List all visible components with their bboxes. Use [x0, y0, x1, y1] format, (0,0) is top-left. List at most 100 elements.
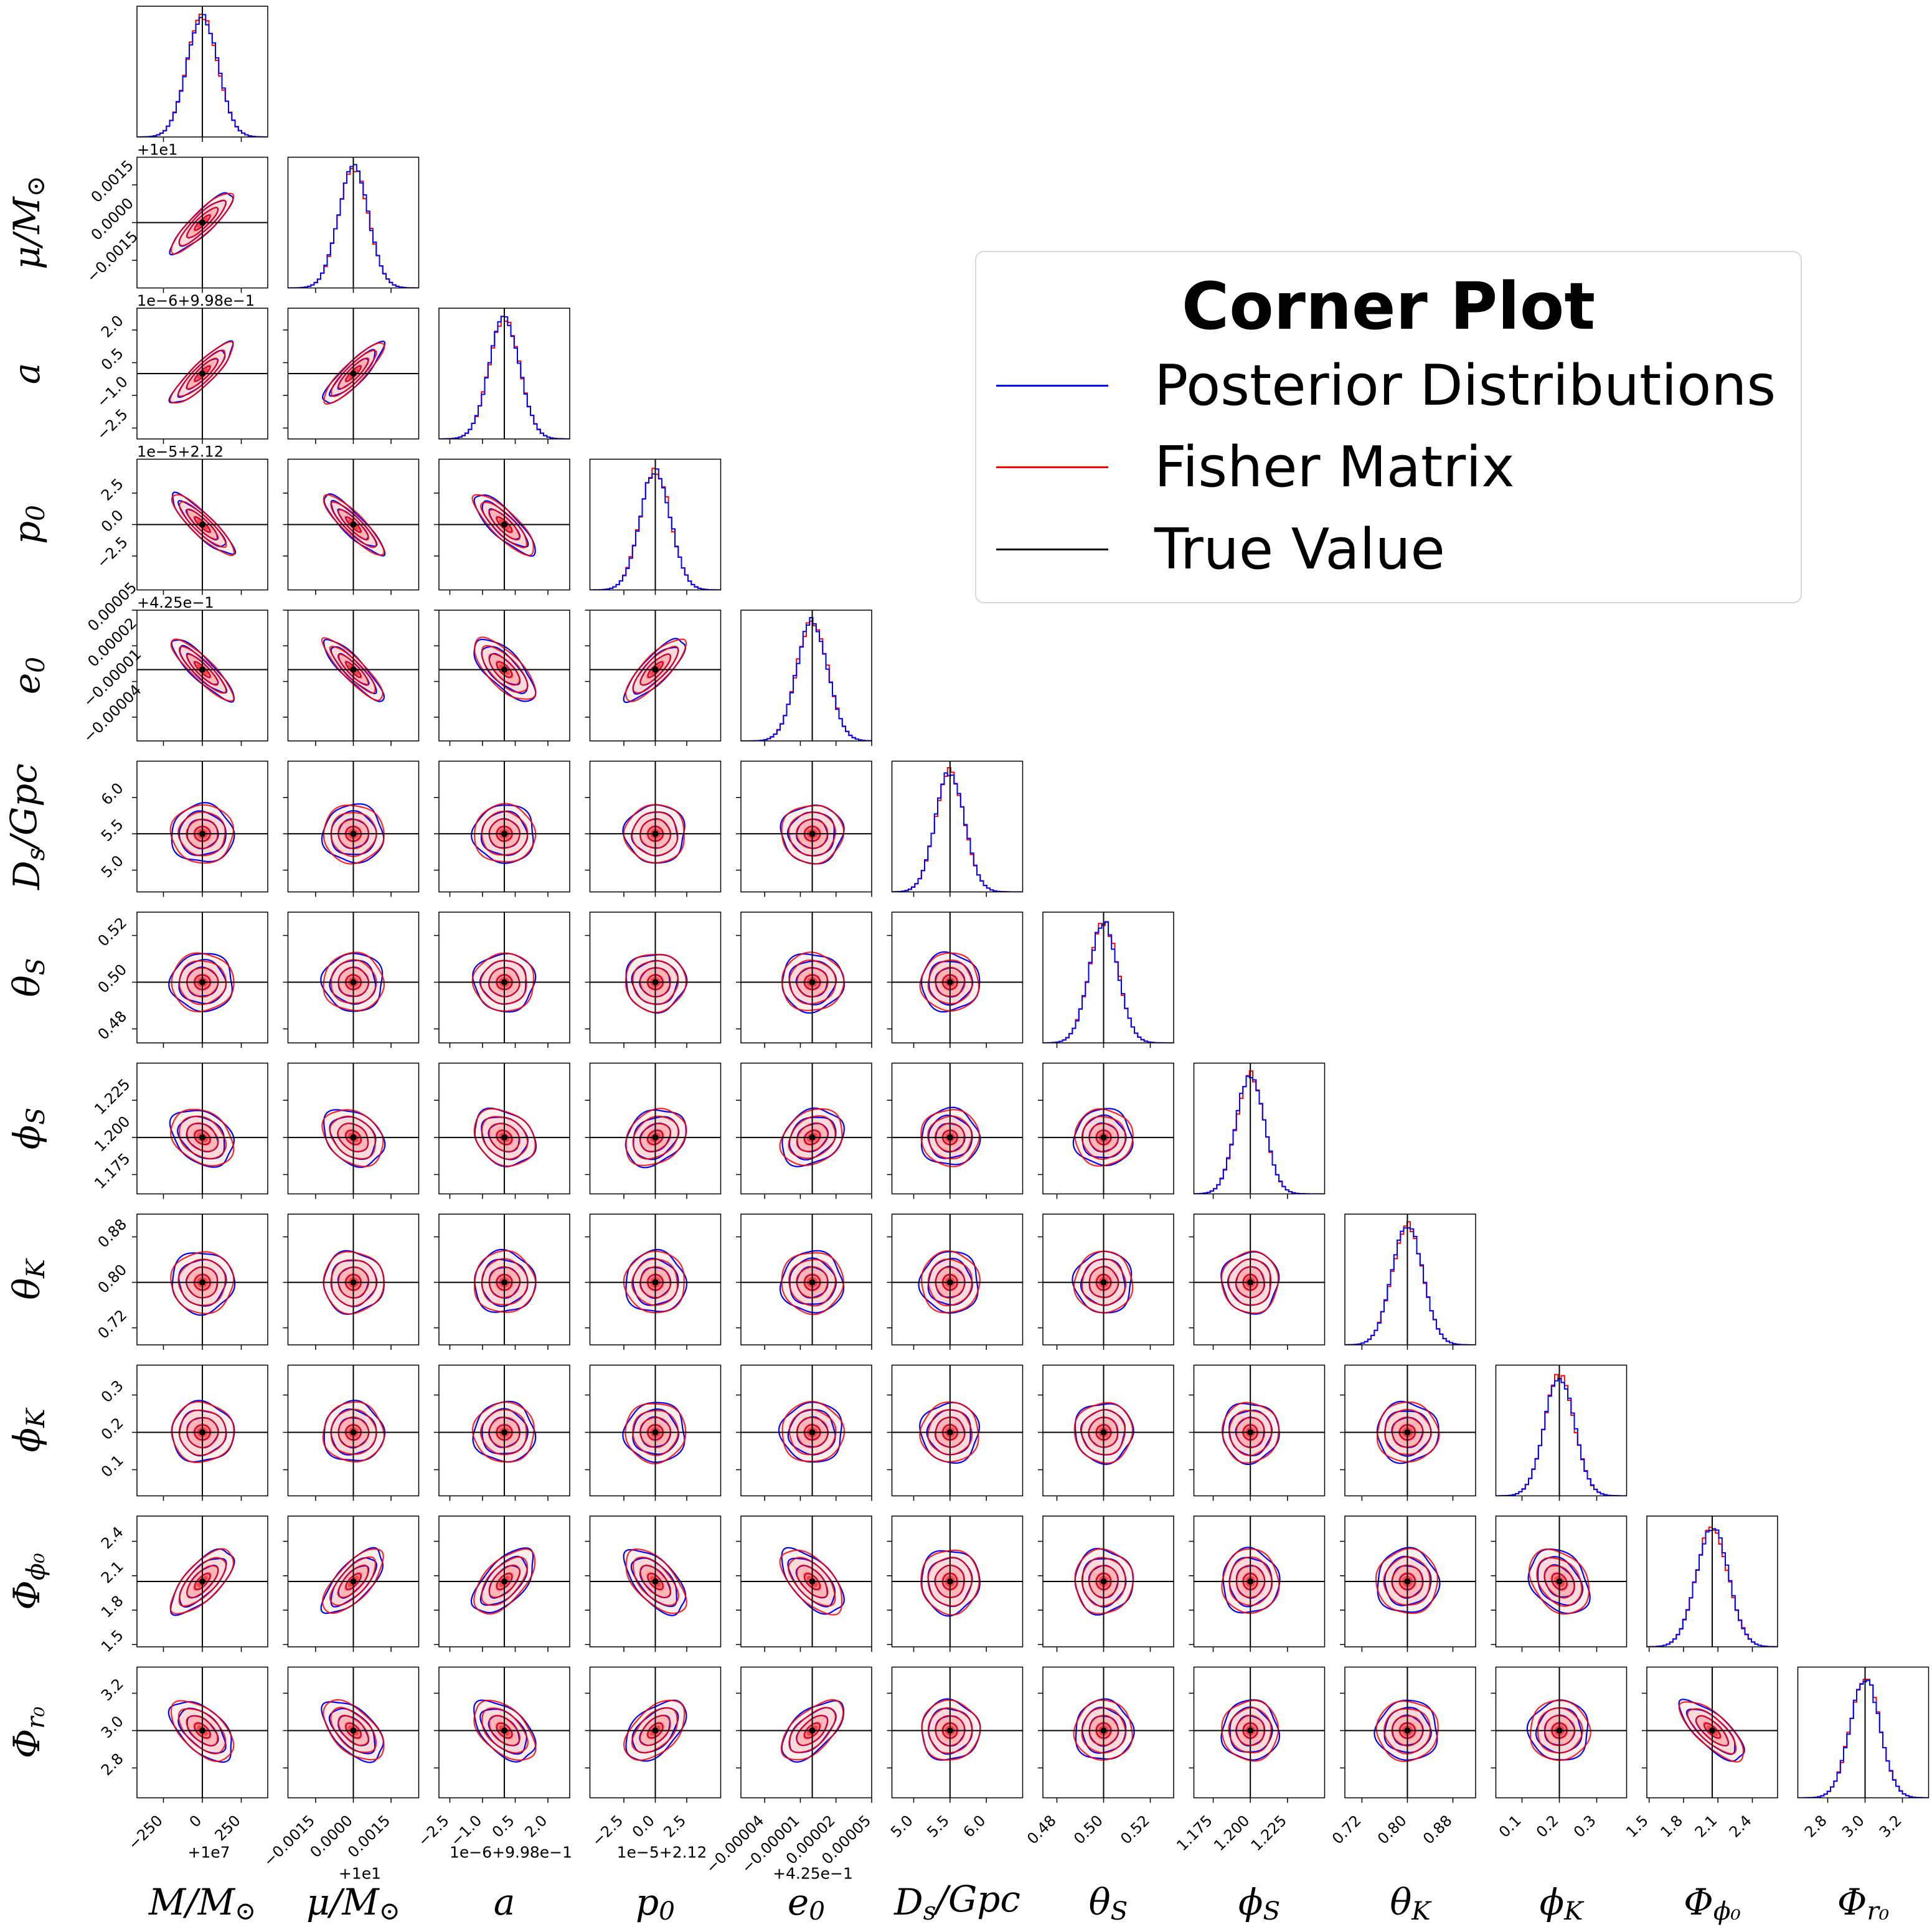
axis-label-sub: r₀ — [21, 1707, 50, 1729]
contour-fisher — [1543, 1565, 1575, 1599]
panel-e0-thetaS — [736, 912, 872, 1048]
truth-point — [199, 521, 205, 528]
axis-label-Phir0: Φr₀ — [1837, 1881, 1889, 1926]
truth-point — [501, 831, 507, 837]
legend-line-truth — [996, 549, 1108, 550]
axis-label-a: a — [494, 1881, 516, 1923]
panel-frame — [740, 912, 872, 1044]
panel-content — [288, 1063, 419, 1194]
panel-content — [288, 1365, 419, 1496]
panel-frame — [1344, 1213, 1476, 1345]
contour-fisher — [473, 1108, 536, 1167]
contour-fisher — [481, 1116, 529, 1160]
contour-fisher — [779, 1108, 843, 1166]
y-tick-label: 0.88 — [95, 1215, 131, 1251]
truth-point — [199, 831, 205, 837]
contour-fisher — [337, 1123, 369, 1152]
truth-point — [350, 370, 357, 377]
panel-p0-Phiphi0 — [585, 1515, 722, 1652]
panel-content — [137, 157, 268, 288]
contour-fisher — [623, 1699, 686, 1761]
panel-thetaS-thetaK — [1038, 1213, 1174, 1350]
panel-a-Phir0 — [434, 1666, 570, 1803]
contour-fisher — [632, 1115, 679, 1160]
x-tick-label: 0.80 — [1374, 1812, 1410, 1848]
contour-fisher — [647, 1572, 664, 1590]
panel-content — [741, 1063, 872, 1194]
truth-point — [501, 1578, 507, 1585]
axis-label-tail: /Gpc — [2, 763, 45, 851]
axis-label-e0: e0 — [788, 1881, 825, 1926]
axis-label-phiS: ϕS — [1238, 1881, 1280, 1926]
panel-content — [439, 1365, 570, 1496]
panel-content — [1043, 1063, 1174, 1194]
legend-entry-posterior: Posterior Distributions — [996, 349, 1799, 423]
panel-phiS-phiK — [1189, 1364, 1326, 1501]
truth-point — [946, 1134, 953, 1141]
panel-frame — [891, 1062, 1024, 1195]
y-offset-text: 1e−6+9.98e−1 — [137, 292, 255, 309]
panel-frame — [1646, 1666, 1778, 1799]
panel-content — [439, 610, 570, 741]
truth-point — [652, 1727, 659, 1734]
contour-fisher — [796, 1122, 829, 1152]
x-tick-label: 0.3 — [1570, 1812, 1600, 1841]
y-tick-label: −1.0 — [93, 373, 131, 411]
panel-M-Ds — [132, 760, 268, 897]
panel-mu-a — [283, 308, 420, 444]
panel-content — [137, 1214, 268, 1345]
y-tick-label: 1.175 — [91, 1150, 133, 1192]
contour-fisher — [177, 1708, 227, 1755]
contour-fisher — [169, 1548, 235, 1614]
panel-thetaS-phiK — [1038, 1364, 1174, 1501]
y-tick-label: 0.72 — [95, 1306, 131, 1342]
panel-p0-phiS — [585, 1062, 722, 1199]
truth-point — [1100, 1279, 1107, 1286]
axis-label-sub: 0 — [659, 1896, 675, 1926]
contour-fisher — [804, 1129, 821, 1146]
contour-posterior — [321, 1701, 384, 1763]
contour-fisher — [647, 661, 664, 678]
contour-fisher — [1678, 1701, 1744, 1763]
axis-label-main: ϕ — [1238, 1881, 1263, 1923]
panels-layer — [132, 6, 1930, 1803]
panel-a-a — [438, 308, 570, 444]
panel-a-Phiphi0 — [434, 1515, 570, 1652]
truth-point — [1404, 1578, 1411, 1585]
x-tick-label: 5.0 — [887, 1812, 917, 1841]
x-offset-text: 1e−6+9.98e−1 — [450, 1844, 572, 1862]
axis-label-sub: K — [1411, 1896, 1432, 1926]
y-tick-label: 0.80 — [95, 1261, 131, 1297]
contour-fisher — [488, 1123, 521, 1153]
truth-point — [1247, 1727, 1254, 1734]
x-tick-label: 2.4 — [1726, 1812, 1755, 1841]
panel-content — [439, 1667, 570, 1798]
x-tick-label: 0.72 — [1329, 1812, 1365, 1848]
truth-point — [350, 521, 357, 528]
panel-content — [137, 1667, 268, 1798]
axis-label-sub: 0 — [809, 1896, 825, 1926]
contour-fisher — [647, 1722, 664, 1739]
panel-M-e0 — [132, 610, 268, 746]
contour-fisher — [1528, 1548, 1590, 1615]
truth-point — [350, 1429, 357, 1436]
contour-fisher — [471, 494, 534, 557]
panel-Ds-Ds — [891, 760, 1024, 897]
x-tick-label: 1.225 — [1248, 1812, 1290, 1854]
panel-thetaS-phiS — [1038, 1062, 1174, 1199]
x-tick-label: 5.5 — [923, 1812, 953, 1841]
axis-label-tail: /Gpc — [933, 1878, 1020, 1920]
truth-point — [1100, 1578, 1107, 1585]
truth-point — [1404, 1727, 1411, 1734]
x-tick-label: 0.88 — [1420, 1812, 1456, 1848]
axis-label-a: a — [6, 363, 48, 385]
axis-label-sub: ⊙ — [235, 1896, 256, 1926]
panel-content — [137, 610, 268, 741]
axis-label-main: ϕ — [1540, 1881, 1565, 1923]
axis-label-sub: s — [923, 1896, 936, 1926]
panel-frame — [1042, 1666, 1174, 1799]
contour-fisher — [481, 645, 529, 693]
truth-point — [199, 979, 205, 986]
axis-label-main: μ/M — [6, 196, 48, 270]
truth-point — [652, 831, 659, 837]
